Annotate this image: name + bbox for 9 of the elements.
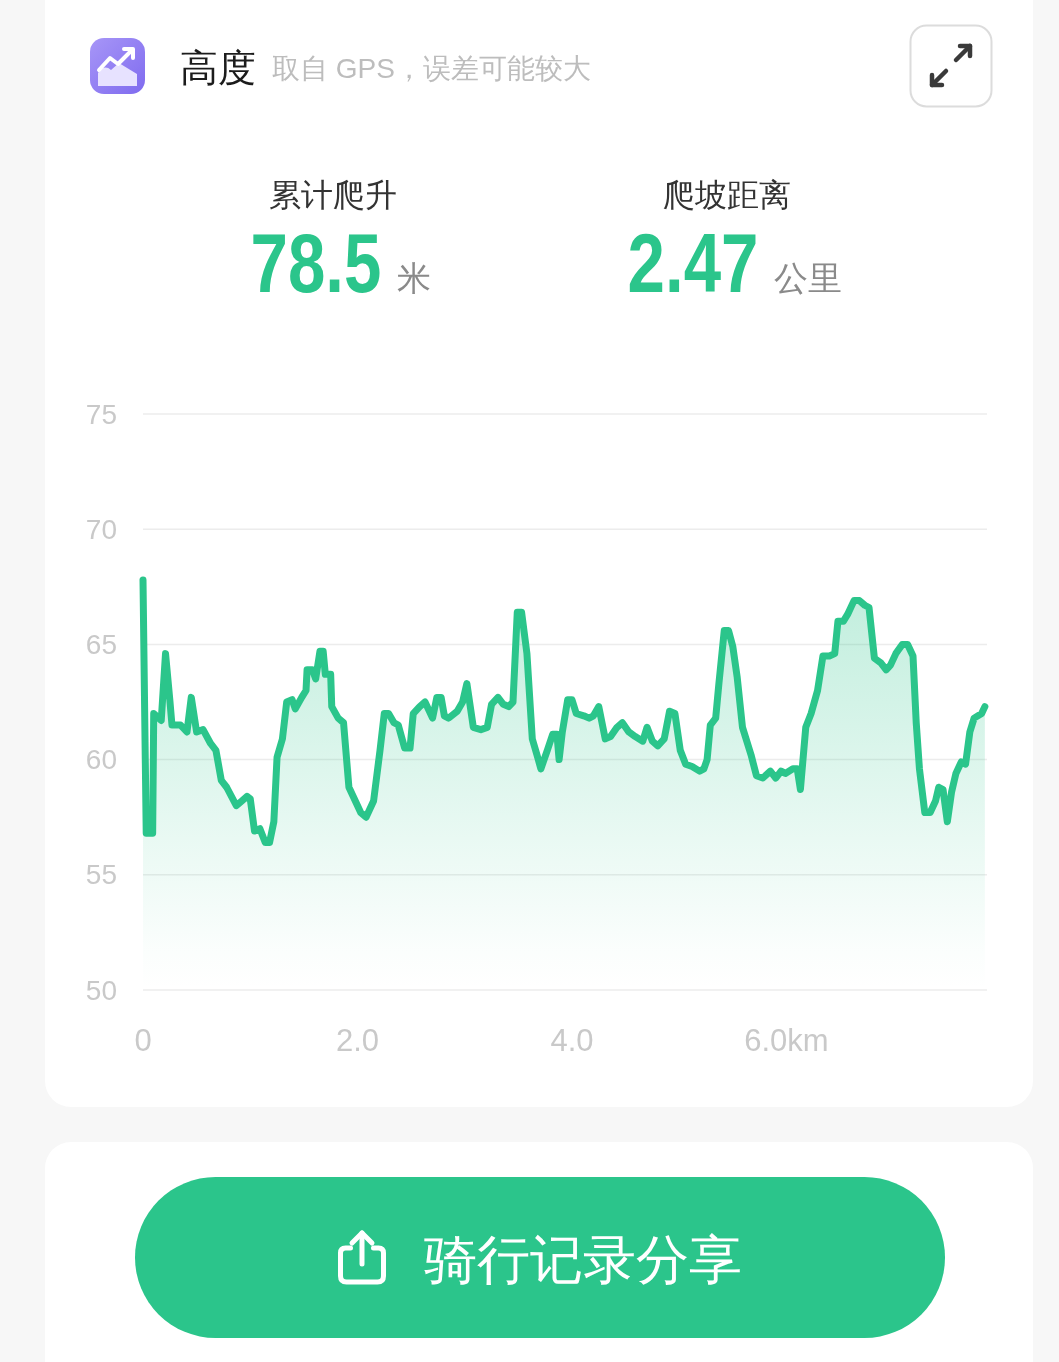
chart-title: 高度 [180,47,256,89]
chart-subtitle: 取自 GPS，误差可能较大 [272,52,591,84]
text: 78.5 [250,215,382,310]
text: 米 [397,259,432,297]
share-button: 骑行记录分享 [135,1177,945,1338]
text: 公里 [774,259,843,297]
text: 累计爬升 [269,177,397,213]
text: 2.47 [627,215,759,310]
text: 爬坡距离 [663,177,791,213]
